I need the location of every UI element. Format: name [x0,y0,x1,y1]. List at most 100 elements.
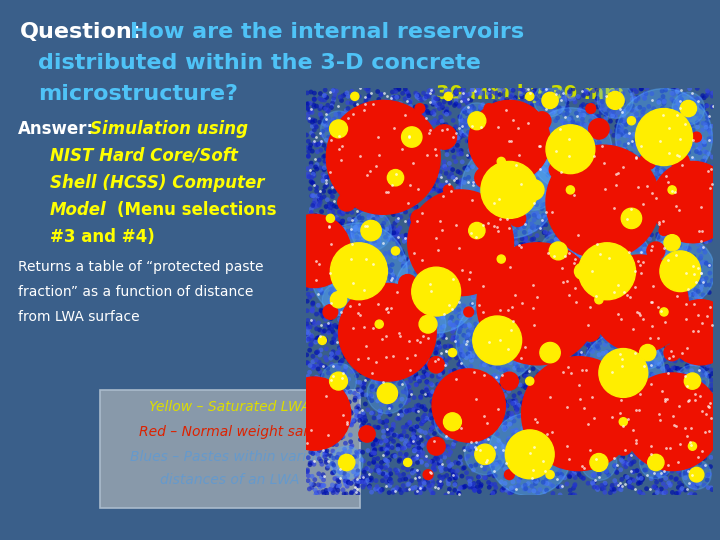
Point [697,119,708,127]
Point [498,443,509,452]
Point [669,107,680,116]
Point [354,244,365,252]
Point [559,458,570,467]
Point [546,237,558,246]
Point [366,167,377,176]
Point [547,156,559,164]
Point [587,422,598,431]
Point [697,430,708,439]
Point [420,136,431,145]
Point [415,480,426,488]
Point [585,167,597,176]
Point [618,219,630,227]
Point [467,411,479,420]
Point [613,235,624,244]
Point [660,209,672,218]
Point [375,161,387,170]
Point [633,359,644,368]
Point [326,119,338,128]
Point [584,104,595,113]
Point [490,373,502,382]
Point [422,107,433,116]
Point [652,303,663,312]
Point [376,122,387,130]
Point [703,288,715,297]
Point [400,187,411,195]
Point [328,153,339,162]
Point [552,337,564,346]
Point [395,246,407,255]
Point [604,451,616,460]
Point [495,448,507,457]
Point [432,130,444,139]
Point [657,231,669,240]
Point [597,418,608,427]
Point [397,423,409,431]
Point [508,217,519,226]
Point [488,471,500,480]
Point [402,345,413,353]
Point [361,239,372,247]
Point [405,310,416,319]
Point [587,347,598,356]
Point [433,386,444,395]
Point [681,208,693,217]
Point [614,288,626,296]
Point [361,111,372,119]
Point [609,476,621,485]
Point [547,355,559,363]
Point [651,347,662,355]
Point [665,143,677,151]
Point [529,415,541,423]
Point [318,333,329,342]
Point [446,335,458,344]
Point [606,438,618,447]
Point [489,109,500,118]
Point [612,481,624,489]
Text: NIST Hard Core/Soft: NIST Hard Core/Soft [50,147,238,165]
Point [397,292,409,301]
Point [702,172,714,180]
Point [557,264,568,272]
Point [327,175,338,184]
Point [303,147,315,156]
Point [308,139,320,147]
Point [658,470,670,478]
Point [320,277,331,286]
Point [402,93,414,102]
Point [539,385,551,394]
Point [495,365,506,374]
Point [559,353,571,362]
Point [472,346,483,355]
Point [354,122,365,130]
Point [505,222,517,231]
Point [408,423,420,431]
Point [384,352,396,360]
Point [437,164,449,172]
Point [688,129,699,138]
Point [421,178,433,187]
Point [643,271,654,279]
Point [607,220,618,229]
Point [362,176,374,185]
Point [628,239,639,247]
Point [329,336,341,345]
Point [403,239,415,248]
Point [431,234,443,243]
Point [446,186,457,195]
Point [428,458,439,467]
Point [562,309,574,318]
Point [562,228,574,237]
Point [479,273,490,281]
Point [644,377,655,386]
Point [575,230,587,238]
Point [338,349,349,357]
Point [319,449,330,457]
Point [383,341,395,350]
Point [438,333,449,342]
Point [567,195,578,204]
Point [390,170,401,178]
Point [375,326,387,335]
Circle shape [277,377,351,450]
Point [503,306,514,315]
